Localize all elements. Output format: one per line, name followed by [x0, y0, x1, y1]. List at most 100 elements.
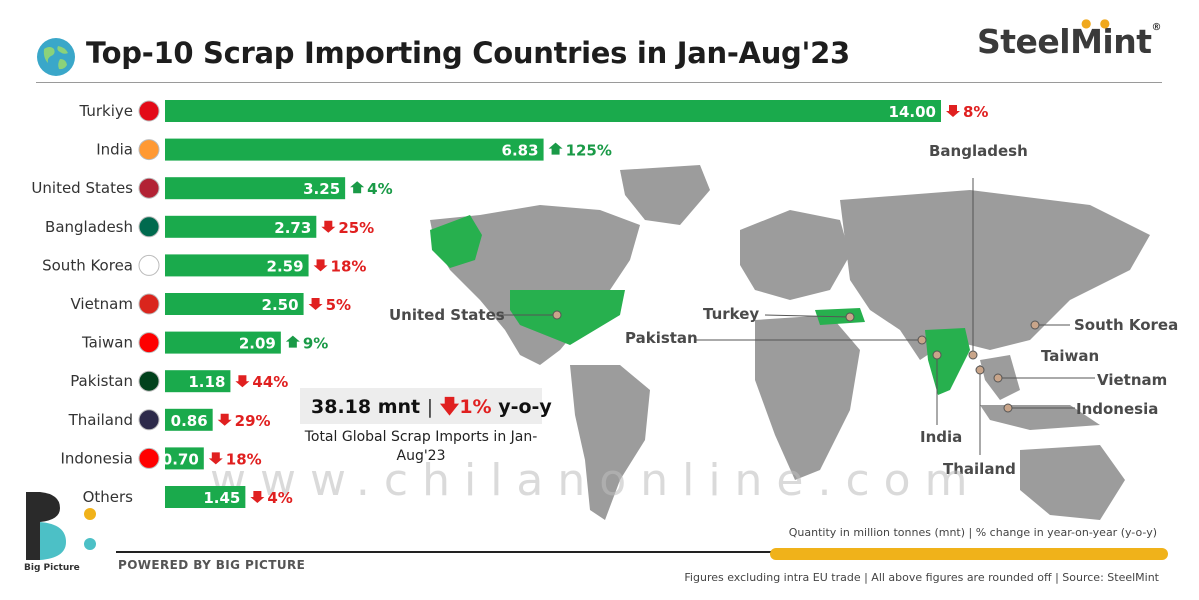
world-map	[430, 165, 1150, 520]
summary-separator: |	[426, 396, 434, 418]
flag-icon	[138, 100, 160, 122]
footer-accent-bar	[770, 548, 1168, 560]
header-divider	[36, 82, 1162, 83]
category-label: United States	[31, 179, 133, 197]
category-label: India	[96, 141, 133, 159]
down-arrow-icon	[321, 220, 336, 233]
flag-icon	[138, 409, 160, 431]
bar	[165, 138, 544, 161]
value-label: 6.83	[502, 142, 539, 160]
down-arrow-icon	[308, 298, 323, 310]
powered-by: POWERED BY BIG PICTURE	[118, 558, 306, 572]
logo-dots-icon: ● ●	[1080, 16, 1113, 30]
up-arrow-icon	[350, 181, 365, 194]
summary-total: 38.18 mnt | 🡇1% y-o-y	[311, 393, 552, 425]
bar	[165, 447, 204, 470]
category-label: Indonesia	[60, 449, 133, 467]
change-label: 4%	[367, 180, 392, 198]
value-label: 2.59	[267, 257, 304, 275]
value-label: 14.00	[889, 103, 936, 121]
value-label: 3.25	[303, 180, 340, 198]
footer-line	[116, 551, 816, 553]
flag-icon	[138, 370, 160, 392]
map-label-united-states: United States	[389, 306, 505, 324]
map-label-turkey: Turkey	[703, 305, 760, 323]
unit-note: Quantity in million tonnes (mnt) | % cha…	[788, 526, 1157, 539]
bar	[165, 100, 941, 122]
summary-caption: Total Global Scrap Imports in Jan-Aug'23	[304, 429, 538, 464]
map-label-indonesia: Indonesia	[1076, 400, 1159, 418]
big-picture-logo	[26, 492, 96, 560]
bar	[165, 293, 304, 315]
bar	[165, 254, 309, 277]
change-label: 44%	[252, 373, 288, 391]
bar	[165, 370, 231, 393]
flag-icon	[138, 177, 160, 199]
category-label: Taiwan	[81, 334, 133, 352]
down-arrow-icon	[217, 413, 232, 426]
map-label-south-korea: South Korea	[1074, 316, 1179, 334]
down-arrow-icon	[208, 452, 223, 465]
up-arrow-icon	[285, 335, 300, 348]
bar	[165, 331, 281, 354]
big-picture-name: Big Picture	[24, 563, 80, 573]
change-label: 4%	[267, 489, 292, 507]
up-arrow-icon	[548, 142, 563, 155]
value-label: 1.18	[188, 373, 225, 391]
usa-highlight	[510, 290, 625, 345]
bar	[165, 215, 317, 238]
total-change: 1%	[459, 396, 492, 418]
change-label: 29%	[235, 412, 271, 430]
category-label: Bangladesh	[45, 218, 133, 236]
india-highlight	[925, 328, 970, 395]
change-label: 125%	[566, 142, 612, 160]
down-arrow-icon: 🡇	[439, 396, 460, 418]
bar	[165, 177, 346, 200]
change-label: 8%	[963, 103, 988, 121]
steelmint-logo: SteelMint® ● ●	[976, 16, 1162, 61]
map-label-vietnam: Vietnam	[1097, 371, 1168, 389]
flag-icon	[138, 216, 160, 238]
category-label: Pakistan	[70, 372, 133, 390]
flag-icon	[138, 139, 160, 161]
change-label: 18%	[226, 450, 262, 468]
summary-box	[300, 388, 542, 424]
change-label: 9%	[303, 335, 328, 353]
value-label: 2.50	[262, 296, 299, 314]
down-arrow-icon	[235, 375, 250, 388]
watermark: www.chilanonline.com	[210, 455, 982, 506]
brand-name: SteelMint	[976, 22, 1152, 61]
category-label: Thailand	[68, 411, 133, 429]
flag-icon	[138, 254, 160, 276]
total-change-suffix: y-o-y	[498, 396, 552, 418]
bar	[165, 486, 246, 508]
value-label: 0.70	[162, 450, 199, 468]
bar	[165, 408, 213, 431]
map-label-bangladesh: Bangladesh	[929, 142, 1028, 160]
registered-mark: ®	[1151, 22, 1162, 33]
source-note: Figures excluding intra EU trade | All a…	[684, 571, 1159, 584]
down-arrow-icon	[946, 105, 960, 117]
change-label: 5%	[326, 296, 351, 314]
down-arrow-icon	[250, 491, 265, 503]
down-arrow-icon	[313, 259, 328, 272]
globe-icon	[37, 38, 75, 76]
flag-icon	[138, 293, 160, 315]
flag-icon	[138, 447, 160, 469]
total-value: 38.18 mnt	[311, 396, 421, 418]
value-label: 2.73	[274, 219, 311, 237]
category-label: Others	[83, 488, 134, 506]
value-label: 1.45	[203, 489, 240, 507]
map-label-taiwan: Taiwan	[1041, 347, 1100, 365]
map-label-india: India	[920, 428, 963, 446]
value-label: 0.86	[171, 412, 208, 430]
flag-icon	[138, 332, 160, 354]
change-label: 25%	[338, 219, 374, 237]
change-label: 18%	[331, 257, 367, 275]
category-label: Turkiye	[78, 102, 133, 120]
map-label-thailand: Thailand	[943, 460, 1016, 478]
category-label: Vietnam	[70, 295, 133, 313]
category-label: South Korea	[42, 256, 133, 274]
page-title: Top-10 Scrap Importing Countries in Jan-…	[86, 36, 850, 70]
